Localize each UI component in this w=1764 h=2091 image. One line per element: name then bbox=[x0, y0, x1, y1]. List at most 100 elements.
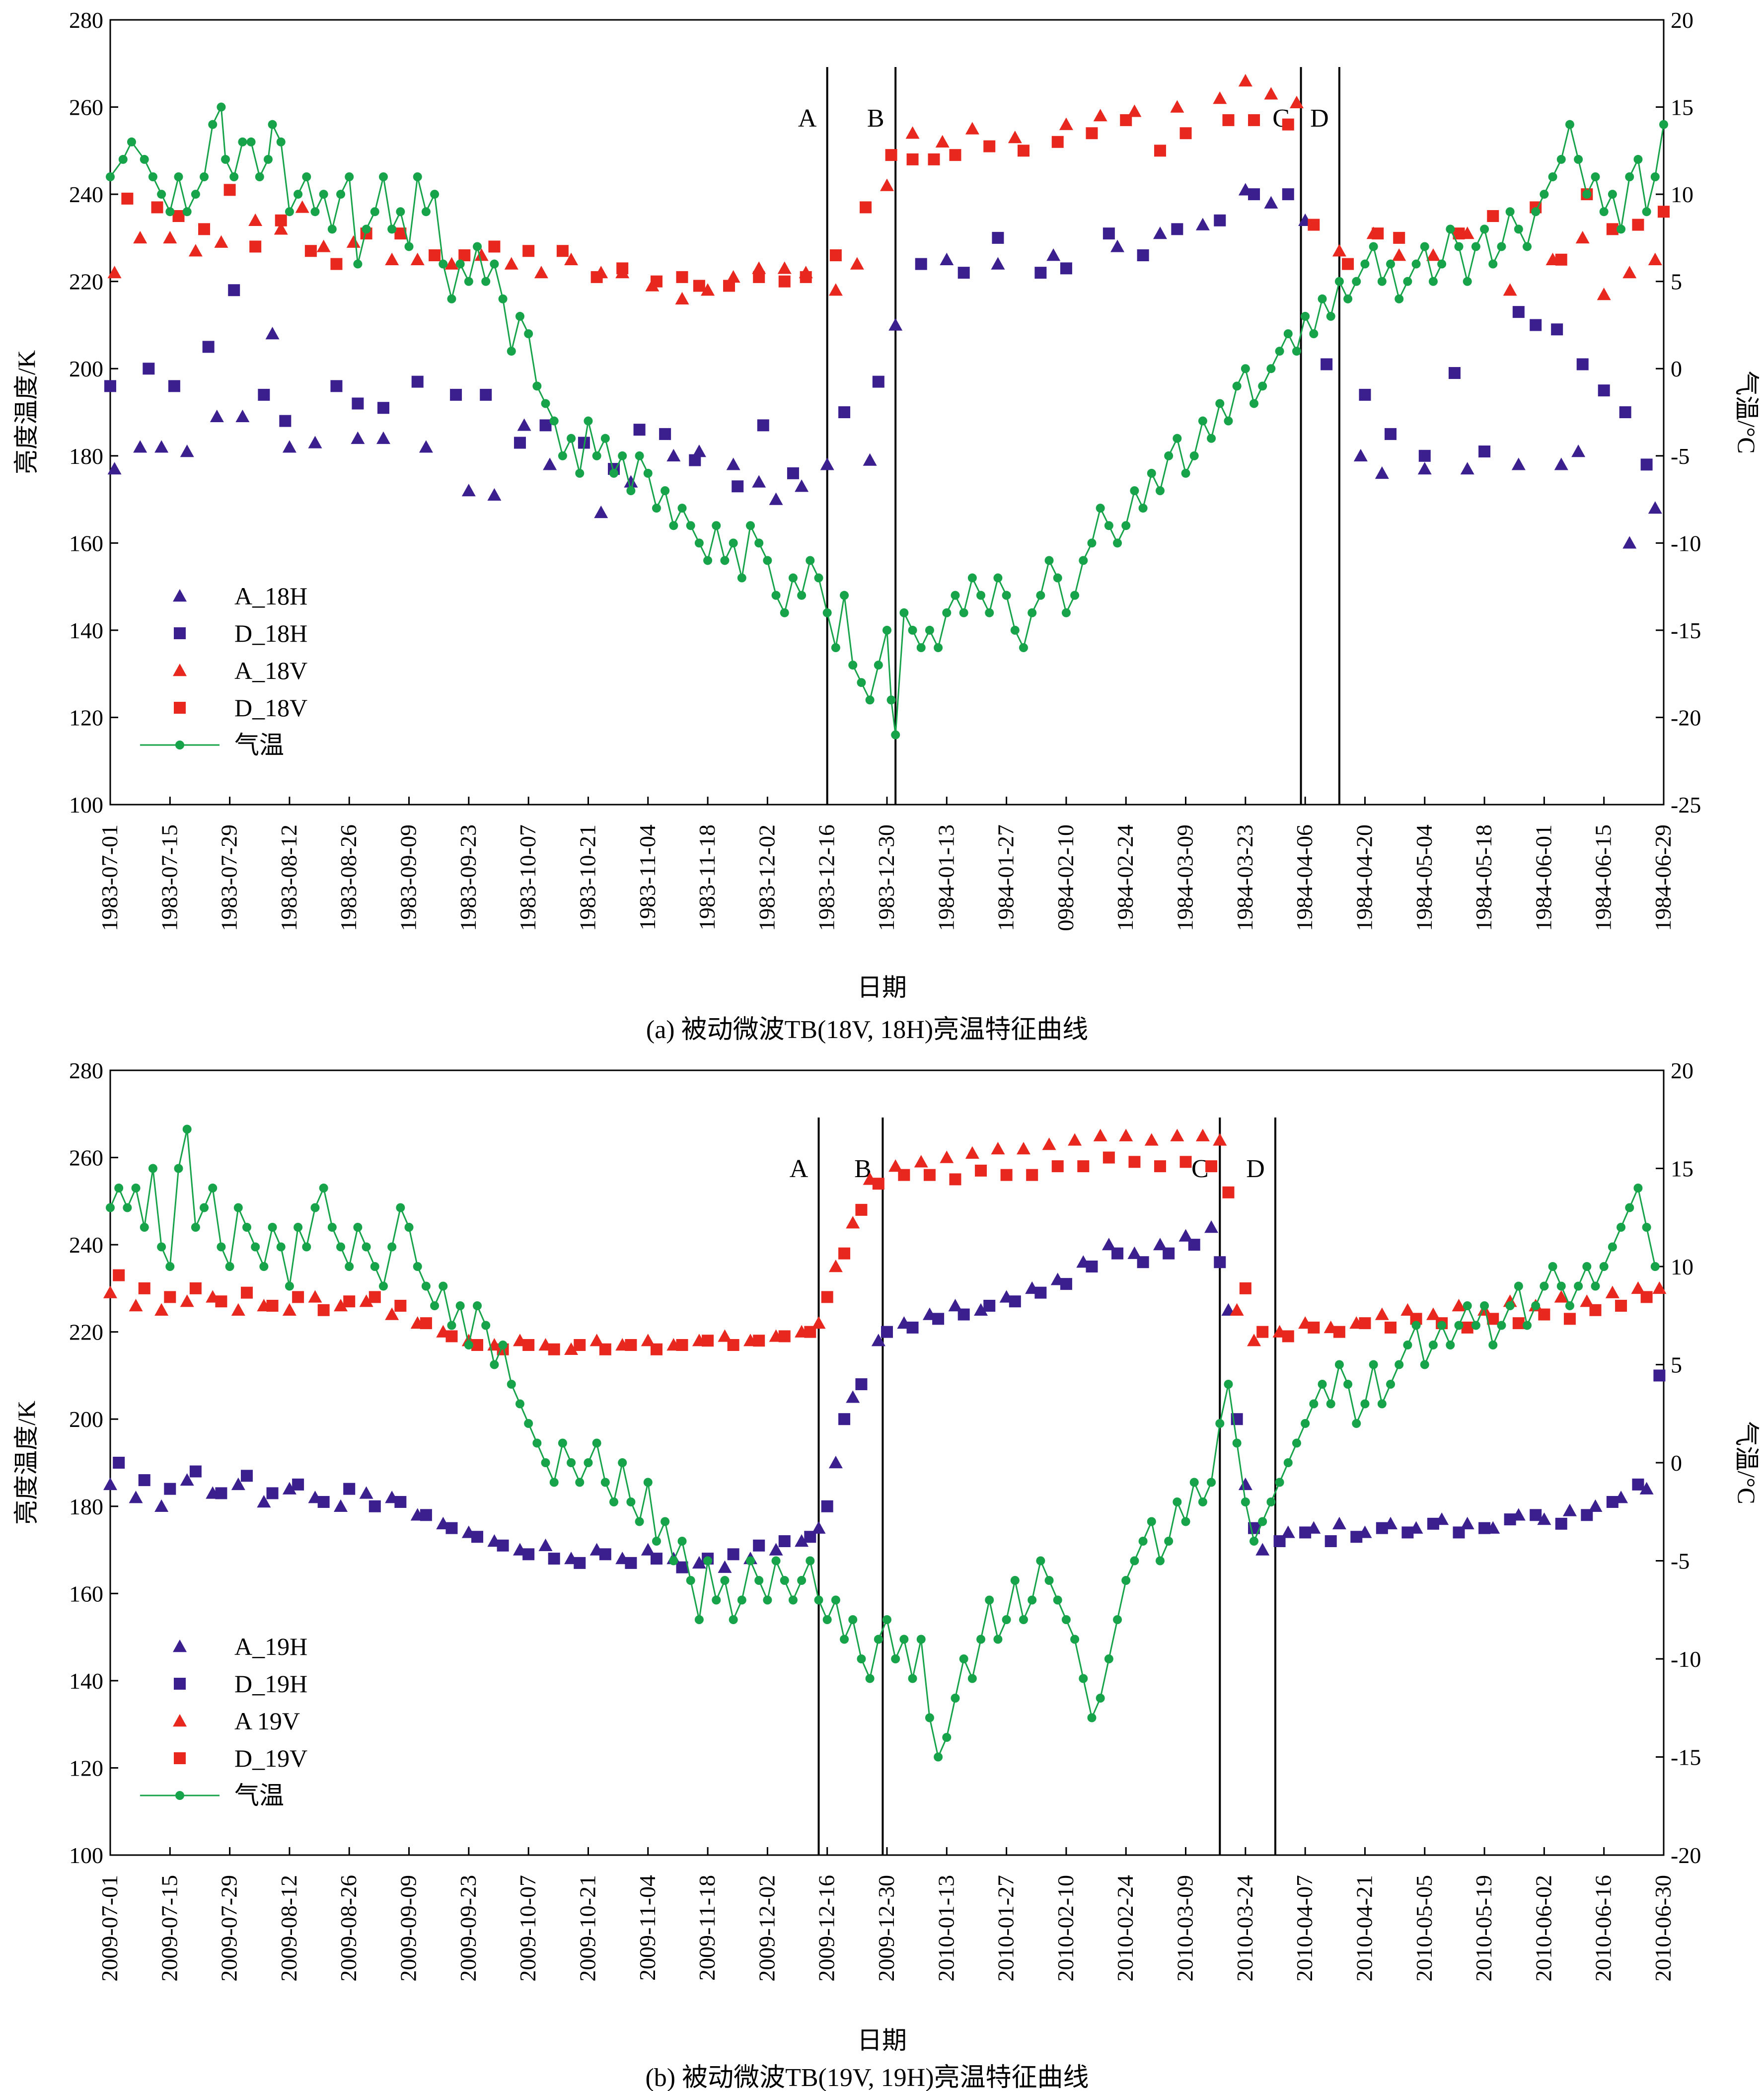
temp-point bbox=[1369, 1360, 1378, 1369]
data-point bbox=[1308, 219, 1320, 231]
y2-tick-label: 10 bbox=[1671, 1254, 1693, 1279]
legend-marker bbox=[174, 627, 186, 639]
data-point bbox=[1120, 114, 1132, 126]
temp-point bbox=[891, 730, 900, 740]
legend-item: 气温 bbox=[140, 1782, 284, 1809]
temp-point bbox=[1250, 1537, 1259, 1546]
data-point bbox=[871, 1334, 885, 1346]
data-point bbox=[948, 1299, 962, 1312]
y2-tick-label: -25 bbox=[1671, 792, 1701, 818]
temp-point bbox=[200, 1203, 209, 1212]
data-point bbox=[1248, 188, 1260, 201]
series-D_18V bbox=[121, 114, 1670, 292]
data-point bbox=[471, 1531, 484, 1543]
temp-point bbox=[1411, 1321, 1421, 1330]
x-tick-label: 2009-12-30 bbox=[874, 1875, 899, 1982]
temp-point bbox=[874, 1635, 883, 1644]
x-tick-label: 1983-07-15 bbox=[156, 824, 182, 931]
data-point bbox=[752, 261, 766, 274]
legend-marker bbox=[174, 702, 186, 714]
data-point bbox=[787, 467, 799, 479]
data-point bbox=[517, 418, 531, 431]
data-point bbox=[1622, 266, 1637, 279]
temp-point bbox=[1369, 242, 1378, 251]
temp-point bbox=[618, 1458, 627, 1467]
data-point bbox=[1350, 1531, 1363, 1543]
x-tick-label: 1983-11-18 bbox=[694, 824, 720, 930]
temp-point bbox=[1377, 277, 1387, 286]
temp-point bbox=[976, 591, 986, 600]
legend-item: A_18V bbox=[173, 657, 307, 684]
data-point bbox=[1256, 1326, 1269, 1338]
data-point bbox=[821, 1500, 833, 1512]
temp-point bbox=[1258, 381, 1267, 391]
temp-point bbox=[1096, 504, 1105, 513]
data-point bbox=[351, 431, 365, 444]
temp-point bbox=[127, 137, 136, 147]
temp-point bbox=[208, 1184, 218, 1193]
data-point bbox=[474, 248, 489, 261]
data-point bbox=[343, 1295, 356, 1308]
data-point bbox=[411, 375, 424, 388]
data-point bbox=[975, 1164, 987, 1177]
data-point bbox=[1046, 248, 1061, 261]
temp-point bbox=[353, 1223, 363, 1232]
temp-point bbox=[481, 1321, 491, 1330]
data-point bbox=[676, 1561, 688, 1573]
temp-point bbox=[976, 1635, 986, 1644]
temp-point bbox=[1497, 1321, 1506, 1330]
data-point bbox=[1658, 206, 1670, 218]
data-point bbox=[855, 1203, 868, 1216]
data-point bbox=[249, 240, 262, 253]
temp-point bbox=[430, 1301, 440, 1310]
data-point bbox=[129, 1491, 143, 1503]
temp-point bbox=[246, 137, 256, 147]
data-point bbox=[1342, 258, 1354, 270]
x-axis-title: 日期 bbox=[857, 973, 907, 1001]
temp-point bbox=[430, 190, 440, 199]
data-point bbox=[1204, 1220, 1219, 1233]
temp-point bbox=[370, 1262, 379, 1271]
data-point bbox=[154, 1303, 169, 1316]
data-point bbox=[1170, 100, 1184, 113]
temp-point bbox=[1480, 1301, 1489, 1310]
data-point bbox=[1530, 319, 1542, 331]
y-tick-label: 160 bbox=[69, 1581, 103, 1606]
data-point bbox=[1648, 501, 1662, 514]
data-point bbox=[1222, 1186, 1235, 1198]
temp-point bbox=[507, 1380, 516, 1389]
temp-point bbox=[737, 1595, 746, 1605]
temp-point bbox=[294, 1223, 303, 1232]
data-point bbox=[1631, 1281, 1645, 1294]
data-point bbox=[811, 1316, 826, 1329]
data-point bbox=[1034, 1286, 1047, 1299]
temp-point bbox=[404, 1223, 414, 1232]
temp-point bbox=[857, 1654, 866, 1663]
temp-point bbox=[1301, 311, 1310, 321]
data-point bbox=[1170, 1128, 1184, 1141]
temp-point bbox=[1582, 1262, 1592, 1271]
data-point bbox=[1127, 1246, 1142, 1259]
data-point bbox=[1460, 462, 1474, 475]
temp-point bbox=[106, 172, 115, 181]
data-point bbox=[279, 415, 292, 427]
y-tick-label: 180 bbox=[69, 444, 103, 469]
temp-point bbox=[763, 1595, 772, 1605]
data-point bbox=[838, 1247, 851, 1260]
x-tick-label: 1983-09-23 bbox=[455, 824, 481, 931]
data-point bbox=[1247, 1334, 1261, 1346]
x-tick-label: 1984-06-01 bbox=[1531, 824, 1556, 931]
data-point bbox=[838, 406, 851, 418]
data-point bbox=[317, 1304, 330, 1316]
x-tick-label: 1984-06-15 bbox=[1591, 824, 1616, 931]
temp-point bbox=[558, 451, 567, 460]
data-point bbox=[625, 1557, 637, 1569]
temp-point bbox=[967, 573, 977, 583]
temp-point bbox=[1556, 1281, 1566, 1291]
legend-label: D_19V bbox=[234, 1744, 307, 1772]
temp-point bbox=[626, 1497, 636, 1506]
temp-point bbox=[532, 381, 542, 391]
temp-point bbox=[788, 1595, 798, 1605]
x-tick-label: 2010-02-10 bbox=[1053, 1875, 1078, 1982]
data-point bbox=[732, 480, 744, 493]
